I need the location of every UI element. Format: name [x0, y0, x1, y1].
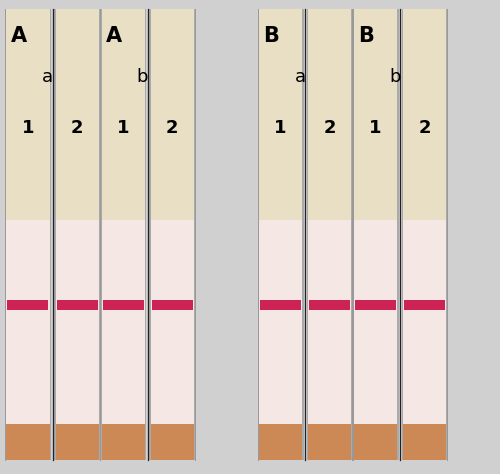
Bar: [308, 220, 351, 424]
Bar: [259, 424, 302, 460]
Bar: [404, 300, 445, 310]
Bar: [102, 424, 144, 460]
Bar: [354, 9, 397, 220]
Bar: [355, 300, 396, 310]
Text: 1: 1: [117, 118, 129, 137]
Bar: [6, 220, 50, 424]
Text: 1: 1: [370, 118, 382, 137]
Bar: [150, 220, 194, 424]
Bar: [354, 424, 397, 460]
Bar: [352, 9, 399, 460]
Text: B: B: [358, 26, 374, 46]
Bar: [403, 424, 446, 460]
Bar: [259, 220, 302, 424]
Bar: [402, 9, 448, 460]
Bar: [150, 9, 194, 220]
Bar: [56, 9, 98, 220]
Bar: [6, 424, 50, 460]
Bar: [56, 300, 98, 310]
Text: 2: 2: [323, 118, 336, 137]
Text: b: b: [389, 68, 401, 86]
Text: a: a: [42, 68, 53, 86]
Bar: [308, 9, 351, 220]
Text: B: B: [263, 26, 279, 46]
Text: 2: 2: [166, 118, 178, 137]
Bar: [403, 220, 446, 424]
Bar: [308, 424, 351, 460]
Text: 1: 1: [274, 118, 287, 137]
Bar: [56, 220, 98, 424]
Bar: [102, 9, 144, 220]
Bar: [309, 300, 350, 310]
Bar: [150, 424, 194, 460]
Bar: [6, 9, 50, 220]
Text: 1: 1: [22, 118, 34, 137]
Bar: [102, 300, 144, 310]
Bar: [260, 300, 301, 310]
Text: 2: 2: [418, 118, 431, 137]
Bar: [8, 300, 48, 310]
Bar: [102, 220, 144, 424]
Bar: [403, 9, 446, 220]
Bar: [5, 9, 51, 460]
Text: b: b: [137, 68, 148, 86]
Text: A: A: [10, 26, 26, 46]
Bar: [56, 424, 98, 460]
Bar: [149, 9, 195, 460]
Text: 2: 2: [71, 118, 83, 137]
Bar: [54, 9, 100, 460]
Bar: [258, 9, 304, 460]
Text: a: a: [294, 68, 306, 86]
Bar: [354, 220, 397, 424]
Text: A: A: [106, 26, 122, 46]
Bar: [306, 9, 352, 460]
Bar: [100, 9, 146, 460]
Bar: [152, 300, 192, 310]
Bar: [259, 9, 302, 220]
